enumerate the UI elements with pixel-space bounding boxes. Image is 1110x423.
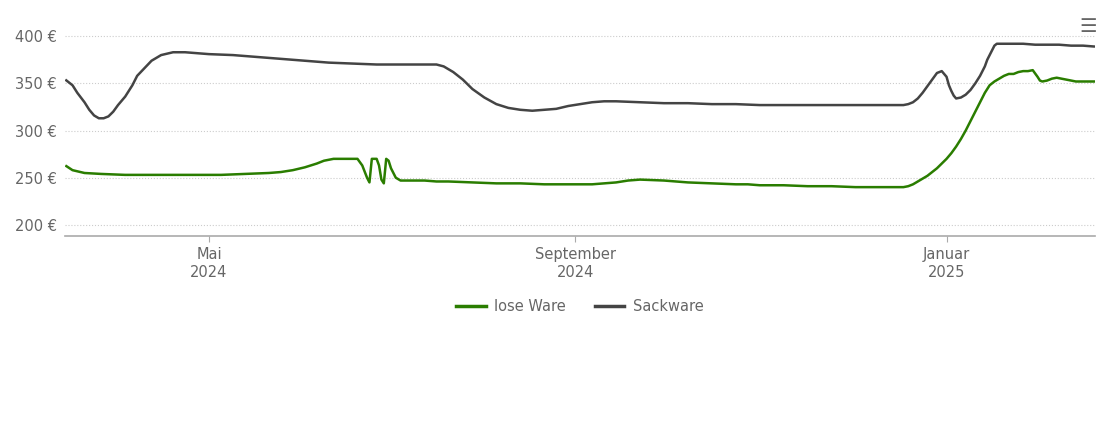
Legend: lose Ware, Sackware: lose Ware, Sackware bbox=[451, 294, 709, 320]
Text: ☰: ☰ bbox=[1079, 17, 1097, 36]
